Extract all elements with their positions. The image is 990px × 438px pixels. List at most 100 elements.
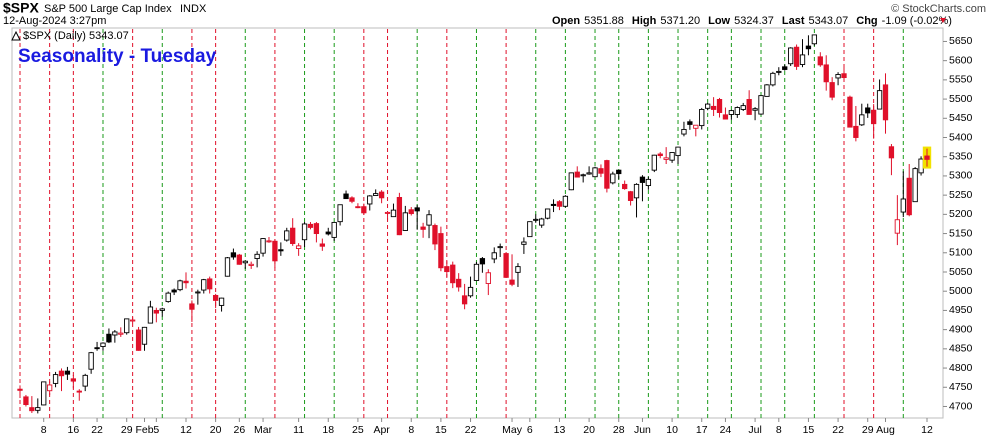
- candle-body: [189, 303, 195, 310]
- candle-body: [58, 370, 65, 377]
- candle-body: [912, 168, 918, 203]
- candle-body: [841, 73, 847, 79]
- x-tick-label: 8: [776, 424, 782, 436]
- candle-body: [562, 195, 569, 207]
- candle-body: [764, 84, 770, 97]
- x-tick-label: 15: [803, 424, 815, 436]
- x-tick-label: May: [502, 424, 523, 436]
- candle-body: [153, 309, 159, 314]
- candle-body: [408, 209, 414, 215]
- x-tick-label: Feb: [135, 424, 153, 436]
- candle-body: [663, 157, 669, 160]
- candle-body: [266, 240, 272, 243]
- y-tick-label: 4950: [949, 304, 973, 316]
- candle-body: [355, 206, 361, 209]
- symbol: $SPX: [3, 0, 39, 16]
- stat-label: Open: [552, 15, 580, 27]
- y-tick-label: 5200: [949, 208, 973, 220]
- x-tick-label: 11: [293, 424, 304, 436]
- candle-body: [811, 34, 818, 45]
- legend-icon: [11, 30, 21, 41]
- candle-body: [521, 241, 527, 245]
- stat-label: Last: [782, 15, 805, 27]
- candle-body: [847, 96, 853, 128]
- candle-body: [313, 223, 320, 235]
- candle-body: [586, 172, 592, 175]
- candle-body: [699, 109, 705, 127]
- candle-body: [805, 45, 812, 50]
- candle-body: [681, 128, 687, 135]
- candle-body: [859, 114, 865, 126]
- x-tick-label: 20: [210, 424, 222, 436]
- y-tick-label: 5450: [949, 112, 973, 124]
- candle-body: [876, 90, 883, 110]
- y-tick-label: 4900: [949, 323, 973, 335]
- stat-value: 5351.88: [584, 15, 624, 27]
- candle-body: [301, 223, 308, 241]
- x-tick-label: 20: [583, 424, 595, 436]
- candle-body: [319, 243, 325, 247]
- chart-title: Seasonality - Tuesday: [18, 46, 217, 67]
- candle-body: [633, 183, 640, 199]
- candle-body: [254, 253, 260, 259]
- candle-body: [23, 396, 29, 406]
- candle-body: [788, 47, 794, 65]
- candle-body: [835, 74, 841, 79]
- candle-body: [675, 146, 681, 157]
- candle-body: [390, 209, 397, 218]
- candle-body: [758, 95, 764, 115]
- candle-body: [147, 306, 154, 324]
- y-tick-label: 5000: [949, 285, 973, 297]
- candle-body: [278, 249, 284, 252]
- candle-body: [41, 381, 47, 406]
- candle-body: [829, 82, 835, 98]
- candle-body: [236, 254, 242, 265]
- candle-body: [260, 238, 266, 254]
- plot: 4700 4750 4800 4850 4900 4950 5000 5050 5100 5150…: [17, 29, 973, 436]
- candle-body: [894, 219, 901, 234]
- candle-body: [70, 378, 77, 382]
- x-tick-label: 29: [862, 424, 874, 436]
- candle-body: [888, 146, 895, 159]
- candle-body: [479, 258, 486, 265]
- candle-body: [580, 174, 586, 177]
- candle-body: [290, 227, 296, 245]
- candle-body: [515, 266, 521, 273]
- candle-body: [710, 105, 717, 110]
- candle-body: [337, 204, 343, 223]
- y-tick-label: 5500: [949, 93, 973, 105]
- x-tick-label: 6: [527, 424, 533, 436]
- candle-body: [112, 331, 118, 336]
- candle-body: [799, 54, 806, 65]
- x-tick-label: 15: [435, 424, 447, 436]
- x-tick-label: 5: [153, 424, 159, 436]
- candle-body: [823, 64, 829, 83]
- x-tick-label: Jun: [634, 424, 651, 436]
- candle-body: [509, 279, 515, 285]
- candle-body: [171, 289, 177, 293]
- candle-body: [284, 230, 290, 241]
- candle-body: [94, 347, 100, 350]
- stat-value: 5371.20: [660, 15, 700, 27]
- candle-body: [82, 374, 88, 387]
- candle-body: [728, 110, 735, 115]
- candle-body: [491, 252, 497, 260]
- candle-body: [76, 390, 82, 393]
- candle-body: [550, 203, 557, 206]
- y-tick-label: 4750: [949, 381, 973, 393]
- candle-body: [88, 352, 94, 370]
- candle-body: [533, 218, 539, 221]
- x-tick-label: 12: [180, 424, 192, 436]
- candle-body: [248, 263, 254, 266]
- candle-body: [207, 278, 213, 290]
- candle-body: [900, 198, 906, 213]
- y-tick-label: 5650: [949, 35, 973, 47]
- candle-body: [592, 167, 598, 178]
- stat-label: High: [632, 15, 657, 27]
- candle-body: [793, 46, 800, 67]
- copyright: © StockCharts.com: [891, 3, 986, 15]
- candle-body: [485, 272, 491, 284]
- candle-body: [242, 260, 248, 264]
- y-tick-label: 5550: [949, 74, 973, 86]
